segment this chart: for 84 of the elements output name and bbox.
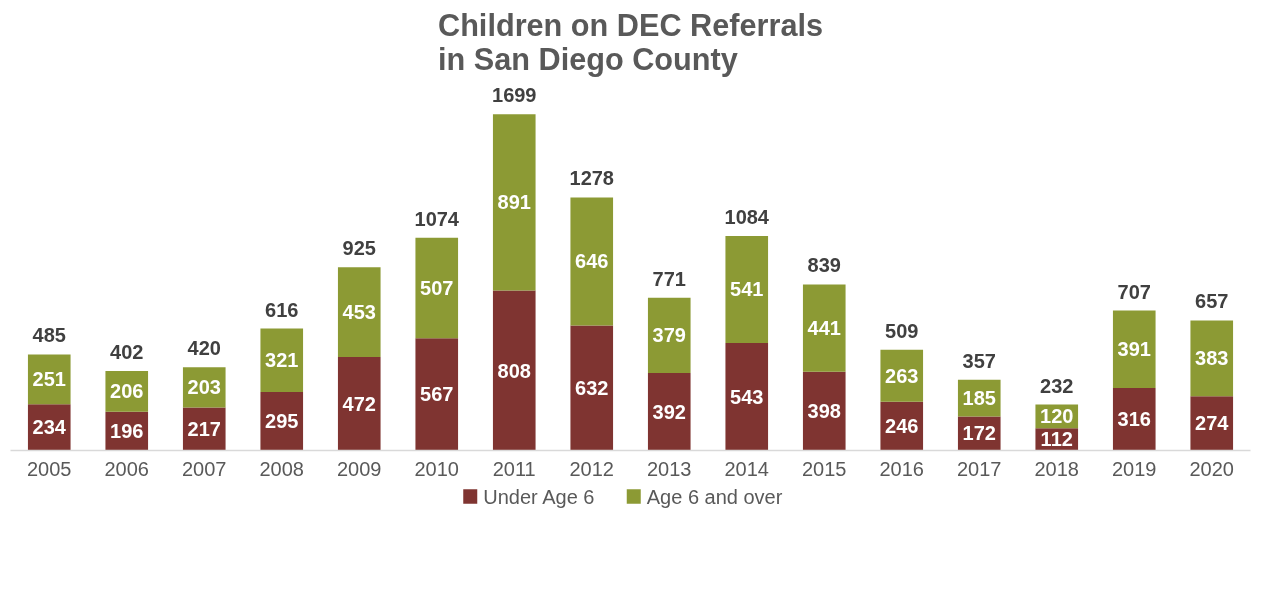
data-label: 217 <box>187 418 221 441</box>
x-tick-label: 2007 <box>182 457 227 480</box>
bar <box>725 343 769 451</box>
x-tick-label: 2016 <box>879 457 924 480</box>
data-label: 632 <box>575 376 609 399</box>
x-tick-label: 2006 <box>104 457 149 480</box>
total-label: 1699 <box>492 84 537 107</box>
x-tick-label: 2017 <box>957 457 1002 480</box>
total-label: 420 <box>187 337 221 360</box>
total-label: 1074 <box>414 207 460 230</box>
x-tick-label: 2018 <box>1034 457 1079 480</box>
data-label: 251 <box>32 368 66 391</box>
bar <box>1112 310 1156 388</box>
data-label: 891 <box>497 191 531 214</box>
data-label: 316 <box>1117 408 1151 431</box>
data-label: 321 <box>265 349 299 372</box>
data-label: 383 <box>1195 347 1229 370</box>
bar <box>260 328 304 393</box>
data-label: 441 <box>807 317 841 340</box>
data-label: 295 <box>265 410 299 433</box>
total-label: 657 <box>1195 290 1229 313</box>
total-label: 839 <box>807 254 841 277</box>
legend-label: Under Age 6 <box>483 485 595 508</box>
data-label: 234 <box>32 416 67 439</box>
x-tick-label: 2011 <box>492 457 536 480</box>
bar <box>337 267 381 358</box>
bar <box>570 197 614 326</box>
x-tick-label: 2012 <box>569 457 614 480</box>
x-tick-label: 2005 <box>27 457 72 480</box>
total-label: 1084 <box>724 205 770 228</box>
data-label: 391 <box>1117 338 1151 361</box>
data-label: 196 <box>110 420 144 443</box>
data-label: 398 <box>807 400 841 423</box>
chart-title: Children on DEC Referrals in San Diego County <box>438 7 824 77</box>
data-label: 543 <box>730 385 764 408</box>
total-label: 402 <box>110 340 144 363</box>
total-label: 925 <box>342 237 376 260</box>
data-label: 392 <box>652 400 686 423</box>
data-label: 203 <box>187 376 221 399</box>
bar <box>647 372 691 451</box>
data-label: 246 <box>885 415 919 438</box>
data-label: 567 <box>420 383 454 406</box>
data-label: 185 <box>962 387 996 410</box>
x-tick-label: 2008 <box>259 457 304 480</box>
data-label: 172 <box>962 422 996 445</box>
total-label: 357 <box>962 349 996 372</box>
bar <box>1190 320 1234 397</box>
x-tick-label: 2009 <box>337 457 382 480</box>
x-tick-label: 2015 <box>802 457 847 480</box>
x-tick-label: 2010 <box>414 457 459 480</box>
bar <box>415 338 459 451</box>
legend-label: Age 6 and over <box>646 485 783 508</box>
data-label: 379 <box>652 324 686 347</box>
bar <box>337 357 381 451</box>
x-tick-label: 2019 <box>1112 457 1157 480</box>
data-label: 453 <box>342 301 376 324</box>
x-tick-label: 2020 <box>1189 457 1234 480</box>
data-label: 541 <box>730 278 764 301</box>
data-label: 120 <box>1040 405 1074 428</box>
data-label: 206 <box>110 380 144 403</box>
bar <box>570 325 614 451</box>
total-label: 616 <box>265 298 299 321</box>
data-label: 507 <box>420 277 454 300</box>
bar <box>647 297 691 373</box>
bar <box>415 237 459 339</box>
total-label: 509 <box>885 319 919 342</box>
bar <box>492 290 536 451</box>
bar <box>725 235 769 343</box>
total-label: 232 <box>1040 374 1074 397</box>
data-label: 112 <box>1040 428 1073 451</box>
total-label: 707 <box>1117 280 1151 303</box>
bar <box>802 284 846 372</box>
data-label: 472 <box>342 392 376 415</box>
x-tick-label: 2014 <box>724 457 769 480</box>
total-label: 771 <box>652 267 686 290</box>
data-label: 274 <box>1195 412 1230 435</box>
total-label: 1278 <box>569 167 614 190</box>
data-label: 808 <box>497 359 531 382</box>
bar <box>802 371 846 451</box>
data-label: 646 <box>575 250 609 273</box>
bar <box>492 114 536 291</box>
data-label: 263 <box>885 364 919 387</box>
x-tick-label: 2013 <box>647 457 692 480</box>
total-label: 485 <box>32 324 66 347</box>
